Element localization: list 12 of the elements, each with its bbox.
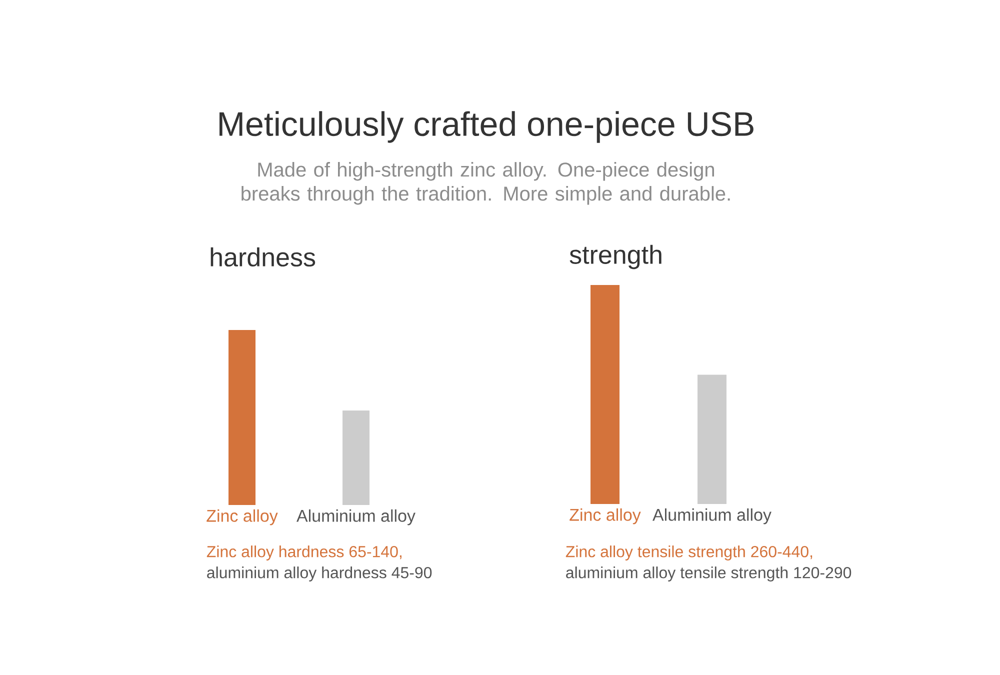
text: Zinc alloy tensile strength 260-440, — [566, 546, 812, 560]
text: aluminium alloy hardness 45-90 — [207, 566, 432, 582]
x-tick-label: Zinc alloy — [206, 509, 278, 526]
x-tick-label: Aluminium alloy — [296, 509, 416, 526]
text: aluminium alloy tensile strength 120-290 — [566, 566, 852, 582]
x-tick-label: Aluminium alloy — [652, 508, 772, 524]
text: Zinc alloy hardness 65-140, — [206, 546, 402, 560]
chart-title: hardness — [210, 247, 316, 267]
text: Made of high-strength zinc alloy. One-piece design breaks through the tradition. More simple and durable. — [242, 162, 730, 205]
chart-title: strength — [570, 244, 662, 270]
x-tick-label: Zinc alloy — [570, 508, 641, 524]
text: Meticulously crafted one-piece USB — [220, 111, 754, 143]
